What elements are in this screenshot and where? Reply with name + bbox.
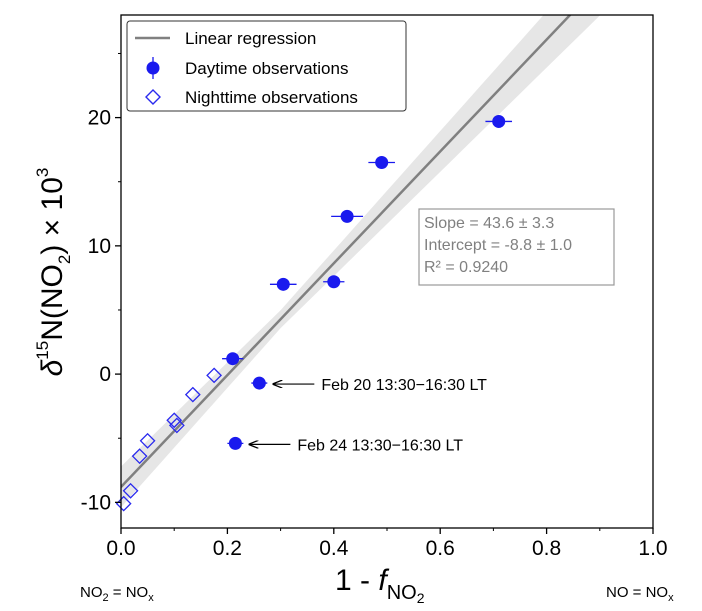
stats-box: Slope = 43.6 ± 3.3 Intercept = -8.8 ± 1.… [418,208,615,286]
y-tick-label-3: 20 [88,107,111,130]
y-tick-label-1: 0 [99,363,111,386]
stats-slope: Slope = 43.6 ± 3.3 [424,215,554,232]
legend: Linear regression Daytime observations N… [126,20,407,112]
data-points [115,114,513,512]
stats-r-squared: R² = 0.9240 [424,259,508,276]
legend-label-nighttime: Nighttime observations [185,88,358,107]
legend-box [126,20,407,112]
y-axis-ticks: -10 0 10 20 [81,52,121,514]
legend-label-daytime: Daytime observations [185,59,348,78]
annotation-feb20: Feb 20 13:30−16:30 LT [321,377,487,394]
x-tick-label-0: 0.0 [106,537,135,560]
x-tick-label-2: 0.4 [319,537,349,560]
daytime-point-4 [327,275,341,289]
stats-box-frame [418,208,615,286]
x-right-end-label: NO = NOx [606,584,674,604]
x-left-end-label: NO2 = NOx [80,584,154,604]
daytime-point-5 [340,209,354,223]
regression-line-path [121,15,572,488]
nighttime-point-2 [131,448,148,465]
legend-daytime-marker [146,61,160,75]
daytime-point-0 [226,352,240,366]
x-tick-label-5: 1.0 [638,537,667,560]
y-tick-label-2: 10 [88,235,111,258]
daytime-point-3 [276,277,290,291]
legend-label-regression: Linear regression [185,29,316,48]
x-tick-label-1: 0.2 [213,537,242,560]
nighttime-point-6 [184,386,201,403]
x-tick-label-4: 0.8 [532,537,561,560]
nighttime-point-0 [115,495,132,512]
nighttime-point-5 [168,417,185,434]
nighttime-point-4 [166,412,183,429]
y-axis-title: δ15N(NO2) × 103 [33,168,74,377]
nighttime-point-7 [206,367,223,384]
daytime-point-2 [228,436,242,450]
annotation-feb24: Feb 24 13:30−16:30 LT [297,437,463,454]
daytime-point-6 [375,155,389,169]
x-axis-ticks: 0.0 0.2 0.4 0.6 0.8 1.0 [106,528,668,560]
regression-line [121,15,572,488]
nighttime-point-1 [122,482,139,499]
x-axis-title: 1 - fNO2 [335,564,425,606]
daytime-point-7 [492,114,506,128]
nighttime-point-3 [139,432,156,449]
stats-intercept: Intercept = -8.8 ± 1.0 [424,237,572,254]
y-tick-label-0: -10 [81,491,111,514]
annotations: Feb 20 13:30−16:30 LT Feb 24 13:30−16:30… [249,377,487,454]
x-tick-label-3: 0.6 [426,537,455,560]
daytime-point-1 [252,376,266,390]
legend-nighttime-marker [145,89,161,105]
